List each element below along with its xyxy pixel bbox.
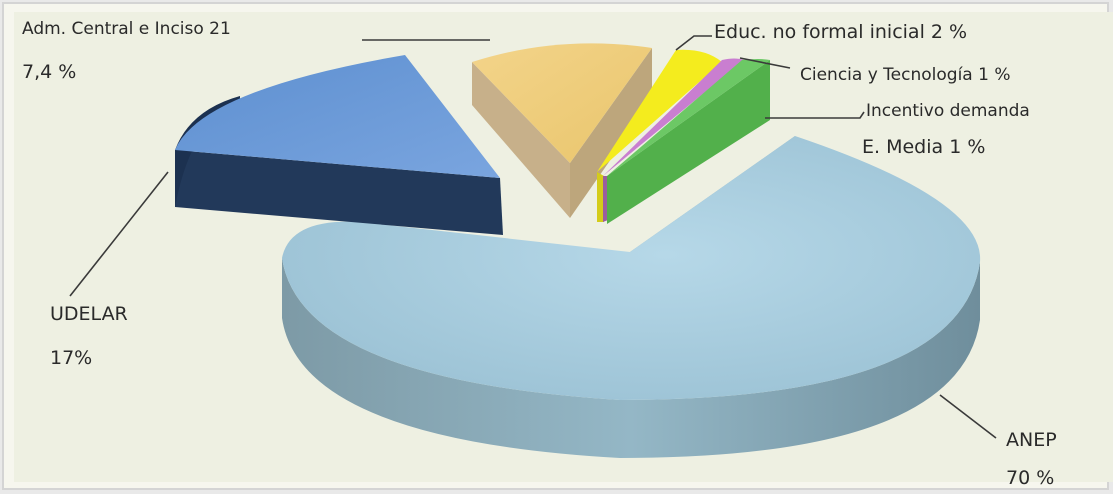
slice-anep-side (282, 258, 980, 458)
slice-adm-side (472, 62, 570, 218)
slice-adm-top (472, 43, 652, 164)
label-educ: Educ. no formal inicial 2 % (714, 21, 967, 43)
label-anep-value: 70 % (1006, 467, 1054, 489)
label-incentivo: Incentivo demanda (866, 101, 1030, 121)
slice-anep (282, 136, 981, 458)
leader-anep (939, 394, 997, 439)
label-udelar-name: UDELAR (50, 303, 128, 325)
slice-adm-side-right (570, 48, 652, 218)
slice-incentivo (607, 59, 770, 224)
leader-educ (675, 35, 712, 51)
slice-ciencia (603, 58, 744, 222)
leader-incentivo (765, 111, 865, 119)
label-emedia: E. Media 1 % (862, 136, 985, 158)
slice-ciencia-side (603, 176, 608, 222)
label-ciencia: Ciencia y Tecnología 1 % (800, 65, 1011, 85)
slice-incentivo-side (607, 60, 770, 224)
leader-ciencia (739, 57, 791, 69)
label-adm-name: Adm. Central e Inciso 21 (22, 19, 231, 39)
slice-adm-central (472, 43, 652, 218)
label-udelar-value: 17% (50, 347, 92, 369)
slice-udelar-side-front (175, 150, 503, 235)
slice-udelar-side-left (175, 96, 240, 207)
slice-educ-top (597, 49, 722, 172)
slice-ciencia-top (603, 58, 744, 176)
slice-udelar-top (175, 55, 500, 178)
slice-udelar (175, 55, 503, 235)
slice-incentivo-top (607, 59, 770, 176)
leader-udelar (69, 171, 169, 297)
slice-anep-top (282, 136, 981, 400)
label-adm-value: 7,4 % (22, 61, 76, 83)
slice-educ (597, 49, 722, 222)
slice-educ-side (597, 172, 604, 222)
label-anep-name: ANEP (1006, 429, 1057, 451)
